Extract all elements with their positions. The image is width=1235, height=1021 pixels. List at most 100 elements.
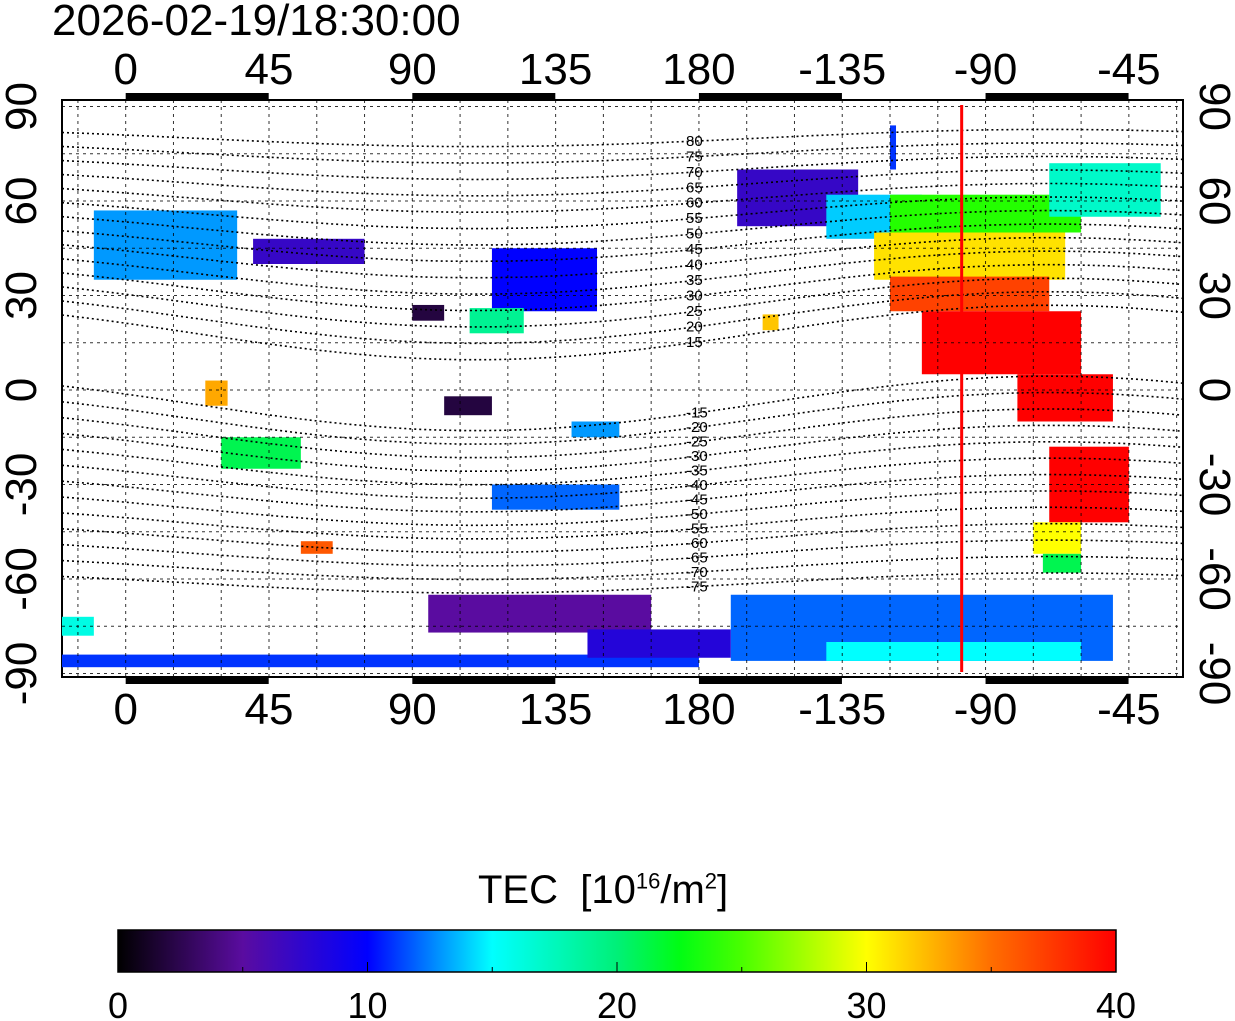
contour-label: 35 [686,272,703,289]
contour-label: -75 [686,578,708,595]
tec-region [826,642,1082,661]
mlat-contour [61,209,1184,246]
frame-bar [412,678,556,684]
mlat-contour [61,375,1184,432]
mlat-contour [61,223,1184,263]
colorbar-unit-suffix: ] [717,868,729,912]
mlat-contour [61,182,1184,213]
y-tick-left: 30 [0,271,46,320]
tec-region [491,248,598,312]
x-tick-top: 90 [388,45,437,94]
frame-bar [985,93,1129,99]
gridlines [62,100,1183,677]
y-tick-right: -30 [1190,453,1235,517]
contour-label: 80 [686,133,703,150]
contour-label: 50 [686,226,703,243]
x-tick-bottom: -135 [798,685,886,734]
x-tick-top: -135 [798,45,886,94]
y-tick-left: -60 [0,547,46,611]
mlat-contour [61,473,1184,513]
tec-regions [62,125,1161,668]
y-tick-right: 0 [1190,378,1235,402]
contour-label: -50 [686,506,708,523]
tec-region [253,238,365,264]
x-tick-top: -90 [954,45,1018,94]
y-tick-right: 60 [1190,177,1235,226]
y-tick-right: -90 [1190,642,1235,706]
frame-bar [985,678,1129,684]
x-tick-bottom: 90 [388,685,437,734]
mlat-contour [61,522,1184,554]
mlat-contour [61,490,1184,527]
contour-label: -65 [686,549,708,566]
contour-label: 60 [686,195,703,212]
y-tick-left: -90 [0,642,46,706]
contour-label: -20 [686,419,708,436]
tec-region [890,125,897,170]
contour-label: 55 [686,210,703,227]
tec-region [93,210,238,280]
colorbar-title: TEC [1016/m2] [478,868,728,913]
colorbar-tick-label: 40 [1096,985,1136,1021]
colorbar-unit-exp: 16 [635,868,661,894]
colorbar-unit-exp2: 2 [704,868,718,894]
tec-region [205,380,228,406]
tec-region [62,654,699,668]
colorbar-unit-mid: /m [660,868,705,912]
tec-region [1017,374,1113,422]
contour-label: 40 [686,257,703,274]
frame-bar [125,93,269,99]
x-tick-bottom: -90 [954,685,1018,734]
tec-region [428,594,652,633]
contour-label: -70 [686,564,708,581]
tec-region [1049,163,1161,217]
x-tick-bottom: -45 [1097,685,1161,734]
y-tick-right: 90 [1190,82,1235,131]
contour-label: -55 [686,520,708,537]
colorbar-tick-label: 10 [347,985,387,1021]
tec-region [412,304,445,321]
x-tick-bottom: 45 [245,685,294,734]
y-tick-left: 0 [0,378,46,402]
contour-label: 65 [686,179,703,196]
tec-region [1033,522,1082,554]
contour-label: -60 [686,535,708,552]
contour-label: 15 [686,334,703,351]
colorbar-unit-prefix: [10 [580,868,636,912]
mlat-contour [61,539,1184,567]
mlat-contour [61,169,1184,197]
y-tick-right: 30 [1190,271,1235,320]
y-tick-left: 60 [0,177,46,226]
mlat-contour [61,155,1184,181]
tec-region [444,396,492,416]
x-tick-bottom: 135 [519,685,592,734]
mlat-contour [61,555,1184,581]
contour-label: -25 [686,434,708,451]
mlat-contour [61,128,1184,148]
contour-label: 25 [686,303,703,320]
x-tick-top: 45 [245,45,294,94]
contour-label: 75 [686,148,703,165]
x-tick-bottom: 180 [662,685,735,734]
contour-label: 30 [686,287,703,304]
colorbar-tick-label: 30 [846,985,886,1021]
frame-bar [125,678,269,684]
frame-bar [698,678,842,684]
mlat-contour [61,142,1184,164]
contour-label: -35 [686,463,708,480]
tec-region [587,629,731,658]
colorbar-tick-label: 20 [597,985,637,1021]
tec-region [890,276,1050,312]
x-tick-top: 0 [113,45,137,94]
contour-label: 45 [686,241,703,258]
tec-region [571,421,620,438]
colorbar-tick-label: 0 [108,985,128,1021]
mlat-contour [61,304,1184,361]
mlat-contour [61,572,1184,594]
y-tick-left: -30 [0,453,46,517]
contour-label: 70 [686,164,703,181]
contour-label: 20 [686,318,703,335]
x-tick-top: 180 [662,45,735,94]
